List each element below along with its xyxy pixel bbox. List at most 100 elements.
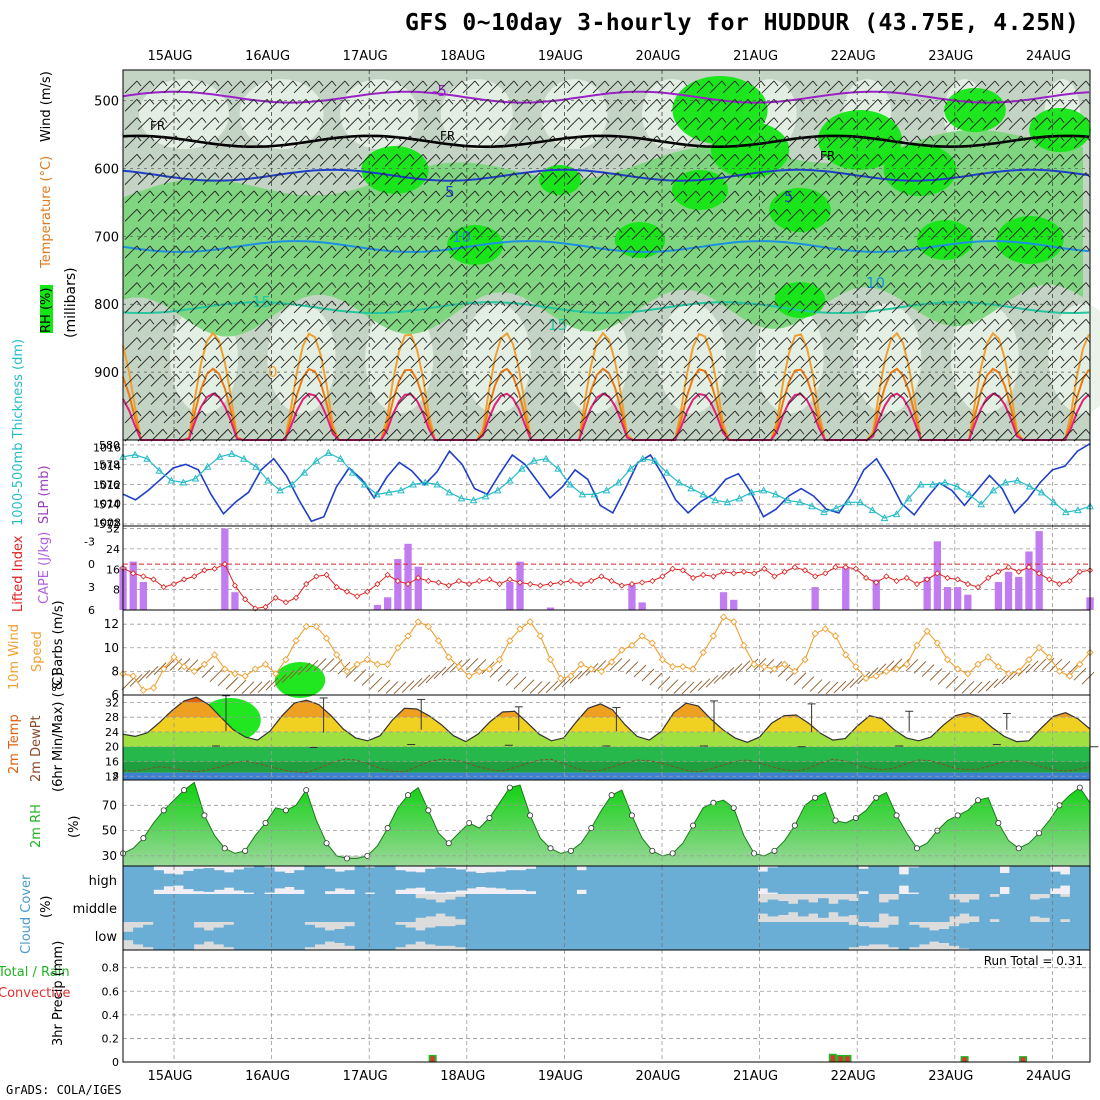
wind-barb-staff (501, 410, 515, 424)
wind-barb-staff (384, 98, 398, 112)
wind-barb-flag (617, 318, 623, 325)
wind-barb-flag (409, 154, 415, 160)
wind-barb (449, 153, 467, 167)
wind-barb-staff (436, 227, 450, 240)
wind-barb-flag (526, 337, 532, 343)
wind-barb (267, 282, 285, 295)
wind-barb-10m (737, 660, 751, 673)
wind-barb-flag (708, 117, 714, 123)
wind-barb (462, 392, 480, 405)
wind-barb-flag (630, 355, 636, 362)
wind-barb-staff (345, 227, 359, 240)
rh-saturated-patch (917, 220, 973, 260)
wind-barb-flag (318, 410, 324, 417)
wind-barb-staff (670, 208, 684, 222)
wind-barb (696, 208, 714, 222)
wind-barb-flag (448, 392, 454, 398)
wind-barb (254, 80, 272, 94)
wind-barb-flag (214, 117, 220, 123)
pressure-tick-label: 600 (94, 162, 119, 177)
wind-barb-staff (241, 410, 255, 424)
wind-barb (501, 208, 519, 222)
wind-barb (137, 355, 155, 369)
wind-barb-flag (279, 117, 285, 123)
wind-barb-flag (344, 392, 350, 398)
wind-barb-flag (500, 80, 506, 87)
wind-barb-staff (423, 355, 437, 369)
wind-barb-staff (241, 337, 255, 350)
wind-barb-staff (228, 190, 242, 204)
wind-barb-staff (631, 117, 645, 130)
wind-barb (410, 392, 428, 405)
wind-barb-flag (383, 355, 389, 362)
wind-barb-flag (526, 117, 532, 123)
wind-barb (436, 172, 454, 185)
wind-barb-staff (605, 392, 619, 405)
wind-barb-flag (227, 428, 233, 435)
wind-barb-flag (578, 245, 584, 252)
wind-barb-flag (136, 373, 142, 380)
wind-barb (436, 428, 454, 442)
slp-tick-label: 1010 (93, 498, 121, 511)
wind-barb-flag (253, 263, 259, 270)
wind-barb-staff (423, 80, 437, 94)
wind-barb-flag (240, 154, 246, 160)
wind-barb-staff (514, 227, 528, 240)
wind-barb-flag (695, 263, 701, 270)
wind-barb (488, 282, 506, 295)
wind-barb-staff (215, 117, 229, 130)
wind-barb-staff (371, 263, 385, 277)
wind-barb (553, 410, 571, 424)
wind-barb (644, 300, 662, 314)
wind-barb (306, 355, 324, 369)
wind-barb-staff (202, 373, 216, 387)
wind-barb-staff (618, 282, 632, 295)
wind-barb-flag (604, 135, 610, 142)
wind-barb-flag (149, 154, 155, 160)
wind-barb (124, 98, 142, 112)
wind-barb-flag (604, 392, 610, 398)
wind-barb-flag (188, 172, 194, 178)
wind-barb-staff (202, 80, 216, 94)
wind-barb (124, 355, 142, 369)
wind-barb-staff (267, 172, 281, 185)
wind-barb-flag (175, 318, 181, 325)
wind-barb-staff (462, 153, 476, 167)
isotherm-label: 5 (784, 188, 794, 206)
wind-barb-flag (175, 263, 181, 270)
wind-barb-flag (539, 337, 545, 343)
wind-barb-staff (631, 410, 645, 424)
wind-barb-staff (436, 318, 450, 332)
wind-barb-flag (565, 190, 571, 197)
wind-barb-staff (202, 355, 216, 369)
wind-barb (709, 80, 727, 94)
wind-barb-flag (500, 209, 506, 215)
wind-barb (150, 428, 168, 442)
wind-barb (332, 117, 350, 130)
lifted-index-marker (954, 576, 961, 583)
wind-barb (228, 410, 246, 424)
lifted-index-marker (649, 577, 656, 585)
wind-barb (215, 318, 233, 332)
date-tick-label-top: 19AUG (538, 49, 583, 64)
wind-barb-flag (331, 99, 337, 105)
wind-barb-flag (539, 282, 545, 288)
wind-barb (475, 318, 493, 332)
wind-barb (410, 410, 428, 424)
wind-barb-flag (162, 190, 168, 197)
wind-barb-staff (644, 172, 658, 185)
wind-barb-10m (793, 672, 807, 686)
wind-barb-flag (656, 263, 662, 270)
wind-barb (280, 300, 298, 314)
wind-barb-flag (734, 154, 740, 160)
wind-barb-flag (344, 245, 350, 252)
wind-barb-staff (241, 245, 255, 259)
wind-barb (696, 355, 714, 369)
wind-barb (722, 117, 740, 130)
wind-barb (124, 190, 142, 204)
wind-barb-staff (644, 318, 658, 332)
wind-barb-flag (136, 337, 142, 343)
wind-barb-flag (396, 355, 402, 362)
wind-barb (215, 172, 233, 185)
wind-barb-staff (371, 282, 385, 295)
